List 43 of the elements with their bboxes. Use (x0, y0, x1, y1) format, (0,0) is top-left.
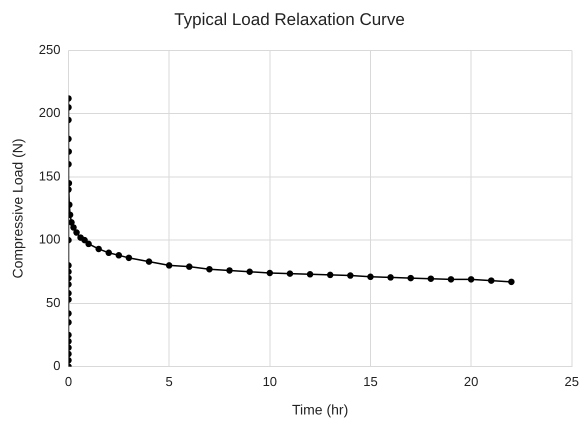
point (428, 275, 434, 282)
point (488, 277, 494, 284)
point (347, 272, 354, 279)
x-tick-label: 25 (564, 374, 580, 389)
point (70, 224, 77, 231)
point (73, 229, 80, 236)
point (448, 276, 454, 283)
y-tick-label: 150 (38, 168, 60, 184)
point (206, 266, 213, 272)
x-tick-label: 0 (64, 374, 72, 389)
point (68, 219, 75, 226)
point (407, 274, 414, 282)
y-tick-label: 0 (53, 358, 60, 374)
point (81, 236, 88, 244)
point (306, 271, 314, 278)
point (186, 263, 193, 270)
x-tick-label: 5 (166, 374, 173, 389)
y-tick-label: 200 (38, 105, 60, 120)
x-tick-label: 20 (464, 374, 478, 389)
point (126, 254, 132, 262)
y-tick-label: 50 (46, 294, 60, 310)
point (326, 272, 334, 278)
point (246, 268, 253, 275)
y-axis-title: Compressive Load (N) (9, 138, 26, 279)
point (146, 258, 152, 265)
chart-title: Typical Load Relaxation Curve (174, 10, 405, 29)
point (116, 252, 122, 259)
point (226, 267, 233, 274)
point (95, 246, 102, 252)
x-tick-label: 10 (262, 374, 278, 389)
point (106, 250, 112, 256)
point (468, 276, 474, 283)
point (166, 262, 172, 269)
point (387, 274, 394, 281)
point (286, 270, 294, 277)
x-axis-title: Time (hr) (292, 401, 348, 418)
y-tick-label: 100 (38, 232, 60, 247)
point (85, 240, 92, 248)
point (266, 270, 274, 276)
x-tick-label: 15 (363, 374, 378, 389)
y-tick-label: 250 (38, 42, 60, 57)
point (508, 278, 515, 286)
point (367, 274, 374, 280)
